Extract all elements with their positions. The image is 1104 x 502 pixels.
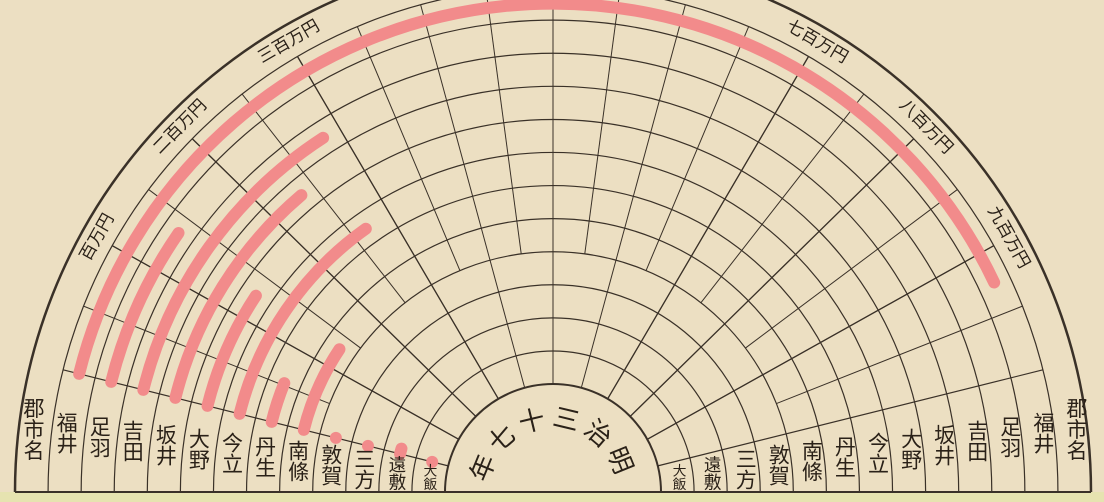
tick-line — [111, 245, 460, 440]
bar — [297, 343, 346, 436]
category-label: 足羽 — [998, 416, 1022, 458]
radial-decor — [580, 4, 686, 388]
category-label: 今立 — [220, 432, 244, 474]
hub — [443, 383, 663, 493]
bar — [394, 442, 408, 460]
category-label: 遠敷 — [701, 455, 721, 491]
tick-line — [296, 56, 499, 400]
category-label: 南條 — [799, 440, 823, 482]
category-label: 郡市名 — [21, 397, 45, 460]
radial-decor — [420, 4, 526, 388]
radial-decor — [356, 26, 461, 271]
radial-decor — [645, 26, 750, 271]
bar — [233, 222, 372, 420]
radial-decor — [148, 189, 361, 349]
category-label: 大飯 — [670, 463, 687, 491]
category-label: 坂井 — [932, 424, 956, 466]
bottom-strip — [0, 492, 1104, 502]
category-label: 吉田 — [965, 420, 989, 462]
strip-boundary — [62, 369, 449, 467]
category-label: 三方 — [733, 448, 757, 490]
category-label: 福井 — [1031, 412, 1055, 454]
bar — [169, 189, 308, 404]
tick-line — [191, 138, 477, 417]
category-label: 敦賀 — [319, 444, 343, 486]
category-label: 坂井 — [153, 424, 177, 466]
category-label: 丹生 — [253, 436, 277, 478]
category-label: 大野 — [186, 428, 210, 470]
bar — [105, 226, 185, 388]
category-label: 今立 — [866, 432, 890, 474]
category-label: 足羽 — [87, 416, 111, 458]
ring-line — [13, 0, 1093, 493]
radial-decor — [241, 93, 406, 303]
bar — [265, 377, 291, 428]
radial-decor — [700, 93, 865, 303]
category-label: 吉田 — [120, 420, 144, 462]
bar — [73, 0, 1001, 380]
category-label: 遠敷 — [386, 455, 406, 491]
radial-decor — [745, 189, 958, 349]
category-label: 丹生 — [832, 436, 856, 478]
bar — [137, 131, 330, 396]
tick-line — [629, 138, 915, 417]
category-label: 敦賀 — [766, 444, 790, 486]
bar — [201, 289, 262, 412]
grid — [13, 0, 1093, 493]
radial-decor — [486, 0, 522, 254]
category-label: 大飯 — [420, 463, 437, 491]
category-label: 郡市名 — [1064, 397, 1088, 460]
marks — [73, 0, 1001, 468]
category-label: 南條 — [286, 440, 310, 482]
radial-decor — [776, 305, 1023, 405]
radial-decor — [584, 0, 620, 254]
category-label: 福井 — [54, 412, 78, 454]
category-label: 大野 — [899, 428, 923, 470]
tick-line — [607, 56, 810, 400]
category-label: 三方 — [352, 448, 376, 490]
tick-line — [646, 245, 995, 440]
strip-boundary — [657, 369, 1044, 467]
